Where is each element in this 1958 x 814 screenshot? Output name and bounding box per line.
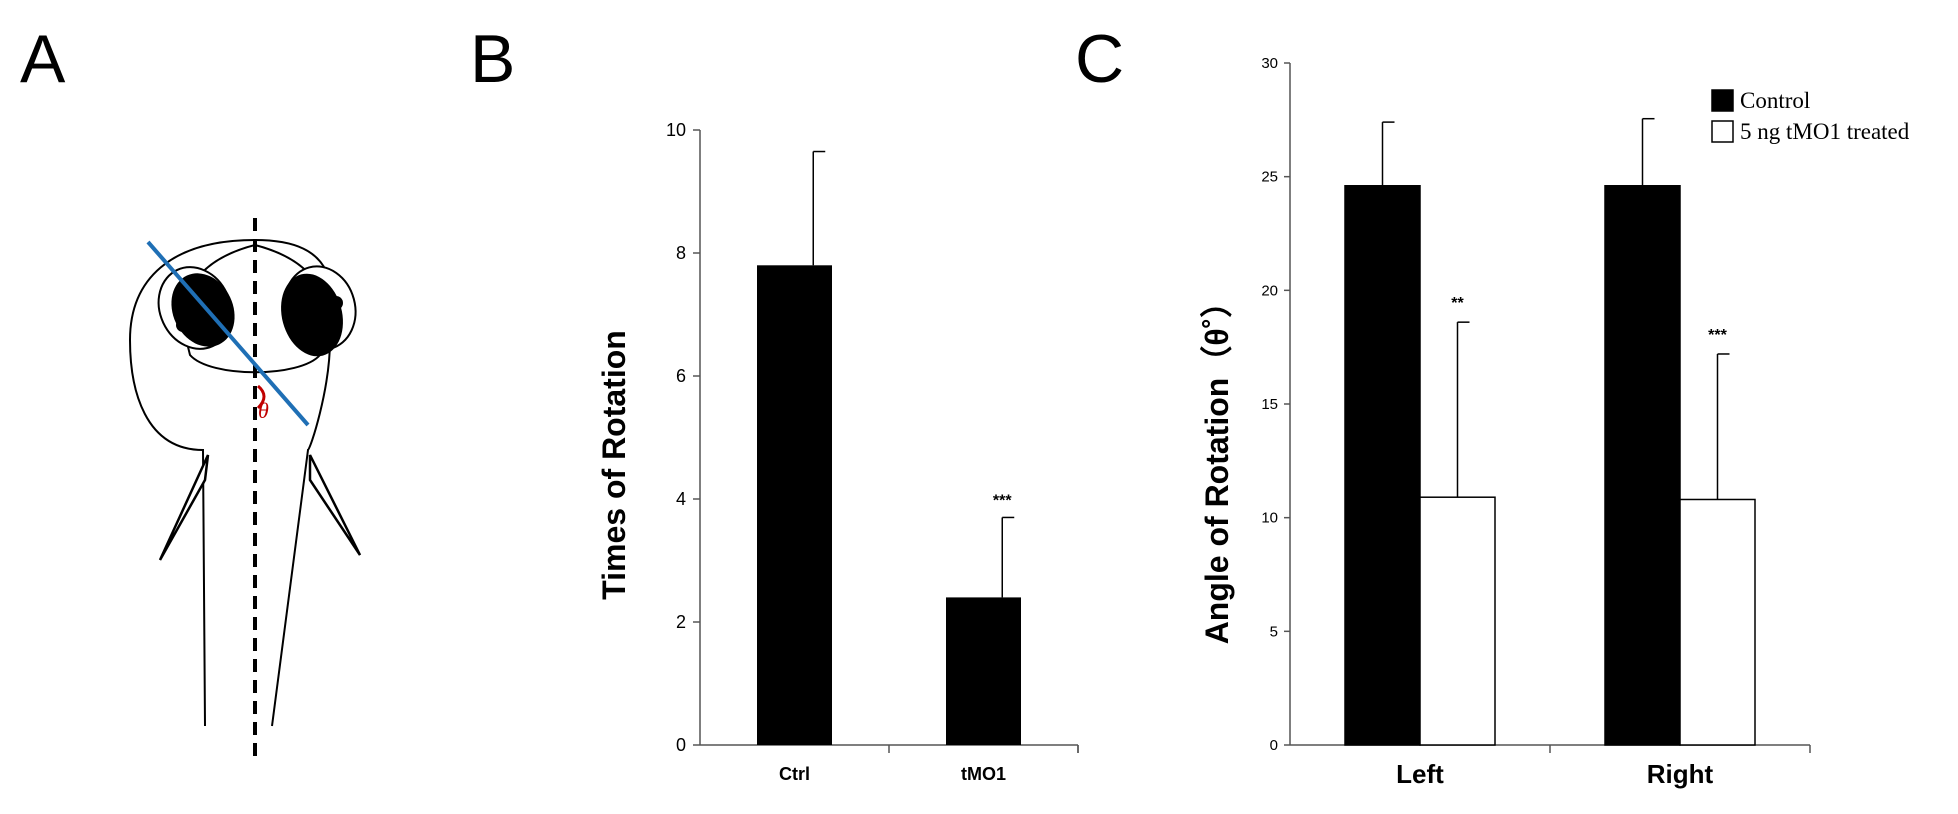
chart-c-y-tick-label: 15: [1261, 396, 1278, 413]
chart-b-axes: [699, 130, 1078, 746]
chart-b-y-tick-label: 4: [676, 489, 686, 509]
chart-c-y-tick-label: 30: [1261, 55, 1278, 72]
chart-c-legend-swatch: [1711, 120, 1734, 143]
rotation-axis-line: [146, 240, 310, 427]
chart-c-category-label: Left: [1396, 759, 1444, 789]
chart-b-category-label: tMO1: [961, 764, 1006, 784]
chart-c-y-tick-label: 0: [1270, 737, 1278, 754]
chart-b-y-tick-label: 0: [676, 735, 686, 755]
chart-c-legend: Control 5 ng tMO1 treated: [1711, 88, 1910, 144]
panel-label-a: A: [20, 21, 66, 97]
chart-b: Times of Rotation 0 2 4 6 8 10 *** Ctrl tMO1: [596, 120, 1079, 784]
right-pectoral-fin: [308, 454, 362, 556]
right-eye-dot: [329, 296, 343, 310]
chart-c-category-label: Right: [1647, 759, 1714, 789]
chart-c-y-axis-label: Angle of Rotation（θ˚）: [1199, 286, 1235, 645]
chart-b-y-tick-label: 8: [676, 243, 686, 263]
chart-c-bar-left-series-0: [1344, 185, 1421, 746]
chart-b-bar-ctrl: [757, 265, 832, 745]
chart-c-bar-right-series-0: [1604, 185, 1681, 746]
left-eye-dot: [176, 318, 190, 332]
angle-arc: [256, 384, 266, 410]
chart-c-y-tick-label: 10: [1261, 510, 1278, 527]
chart-c-significance: **: [1451, 295, 1464, 312]
right-eye: [281, 273, 343, 357]
chart-b-y-axis-label: Times of Rotation: [596, 330, 632, 600]
chart-b-y-tick-label: 2: [676, 612, 686, 632]
chart-b-category-label: Ctrl: [779, 764, 810, 784]
panel-label-c: C: [1075, 21, 1124, 97]
chart-c-legend-swatch: [1711, 89, 1734, 112]
chart-c-bars: *****: [1344, 117, 1756, 746]
chart-c-y-tick-label: 25: [1261, 169, 1278, 186]
chart-c-bar-right-series-1: [1679, 498, 1756, 746]
panel-label-b: B: [470, 21, 515, 97]
chart-b-bars: ***: [757, 150, 1021, 745]
angle-symbol: θ: [258, 398, 269, 423]
chart-b-y-tick-label: 10: [666, 120, 686, 140]
chart-c-y-ticks: 0 5 10 15 20 25 30: [1261, 55, 1290, 754]
left-pectoral-fin: [158, 454, 210, 561]
chart-b-y-tick-label: 6: [676, 366, 686, 386]
chart-c-categories: Left Right: [1396, 745, 1811, 789]
chart-c-significance: ***: [1708, 327, 1727, 344]
chart-b-y-ticks: 0 2 4 6 8 10: [666, 120, 700, 755]
chart-c-bar-left-series-1: [1419, 496, 1496, 746]
chart-b-bar-tmo1: [946, 597, 1021, 745]
chart-c-y-tick-label: 20: [1261, 282, 1278, 299]
chart-c-legend-label: Control: [1740, 88, 1810, 113]
chart-c-y-tick-label: 5: [1270, 623, 1278, 640]
larva-diagram: θ: [128, 218, 362, 758]
chart-c-legend-label: 5 ng tMO1 treated: [1740, 119, 1910, 144]
chart-b-categories: Ctrl tMO1: [779, 745, 1079, 784]
chart-b-significance: ***: [993, 492, 1012, 509]
